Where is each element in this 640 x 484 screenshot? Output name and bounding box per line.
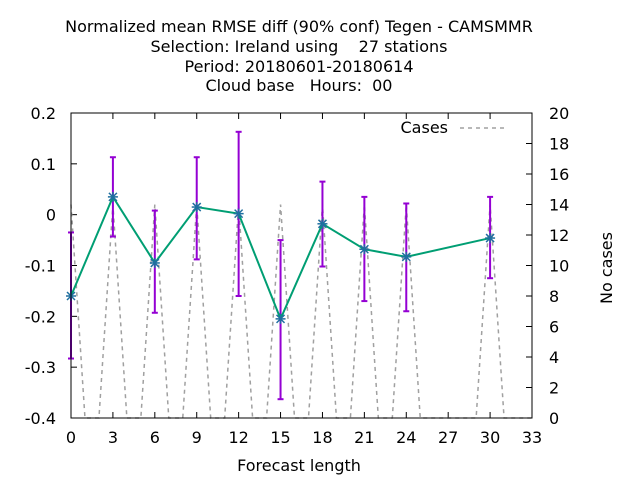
y2-tick-label: 10	[549, 257, 569, 276]
y2-tick-label: 18	[549, 135, 569, 154]
y2-tick-label: 8	[549, 287, 559, 306]
title-line-4: Cloud base Hours: 00	[206, 76, 393, 95]
legend: Cases	[401, 118, 506, 137]
x-tick-label: 12	[228, 428, 248, 447]
y2-tick-label: 2	[549, 379, 559, 398]
y2-tick-label: 14	[549, 196, 569, 215]
diff-point	[401, 251, 412, 262]
title-line-1: Normalized mean RMSE diff (90% conf) Teg…	[65, 17, 533, 36]
error-bars	[68, 130, 494, 401]
y-tick-label: -0.2	[25, 307, 56, 326]
y2-tick-label: 12	[549, 226, 569, 245]
y-tick-label: 0.1	[31, 155, 56, 174]
diff-point	[275, 313, 286, 324]
y-tick-label: -0.4	[25, 409, 56, 428]
diff-point	[107, 191, 118, 202]
x-tick-label: 6	[150, 428, 160, 447]
y2-axis-label: No cases	[597, 232, 616, 304]
y2-tick-label: 6	[549, 318, 559, 337]
tick-marks	[70, 112, 533, 419]
plot-frame	[70, 112, 533, 419]
x-tick-label: 15	[270, 428, 290, 447]
cases-series	[70, 204, 532, 419]
diff-point	[191, 202, 202, 213]
y2-tick-label: 4	[549, 348, 559, 367]
y2-tick-label: 0	[549, 409, 559, 428]
x-tick-label: 18	[312, 428, 332, 447]
diff-point	[149, 257, 160, 268]
x-tick-label: 24	[396, 428, 416, 447]
diff-point	[233, 208, 244, 219]
chart-title: Normalized mean RMSE diff (90% conf) Teg…	[65, 17, 533, 95]
y-tick-label: -0.1	[25, 257, 56, 276]
y2-tick-label: 16	[549, 165, 569, 184]
x-tick-label: 21	[354, 428, 374, 447]
diff-point	[317, 218, 328, 229]
x-tick-label: 27	[438, 428, 458, 447]
tick-labels: 0 3 6 9 12 15 18 21 24 27 30 33-0.4-0.3-0.2-0.100.1…	[25, 104, 570, 447]
diff-point	[359, 244, 370, 255]
x-tick-label: 0	[66, 428, 76, 447]
y-tick-label: -0.3	[25, 358, 56, 377]
x-axis-label: Forecast length	[237, 456, 361, 475]
diff-line	[70, 194, 491, 322]
title-line-2: Selection: Ireland using 27 stations	[150, 37, 447, 56]
x-tick-label: 9	[192, 428, 202, 447]
x-tick-label: 33	[522, 428, 542, 447]
legend-label-cases: Cases	[401, 118, 449, 137]
cases-line	[70, 204, 532, 419]
y-tick-label: 0.2	[31, 104, 56, 123]
y-tick-label: 0	[46, 206, 56, 225]
x-tick-label: 3	[108, 428, 118, 447]
y2-tick-label: 20	[549, 104, 569, 123]
x-tick-label: 30	[480, 428, 500, 447]
diff-point	[485, 233, 496, 244]
title-line-3: Period: 20180601-20180614	[184, 57, 413, 76]
